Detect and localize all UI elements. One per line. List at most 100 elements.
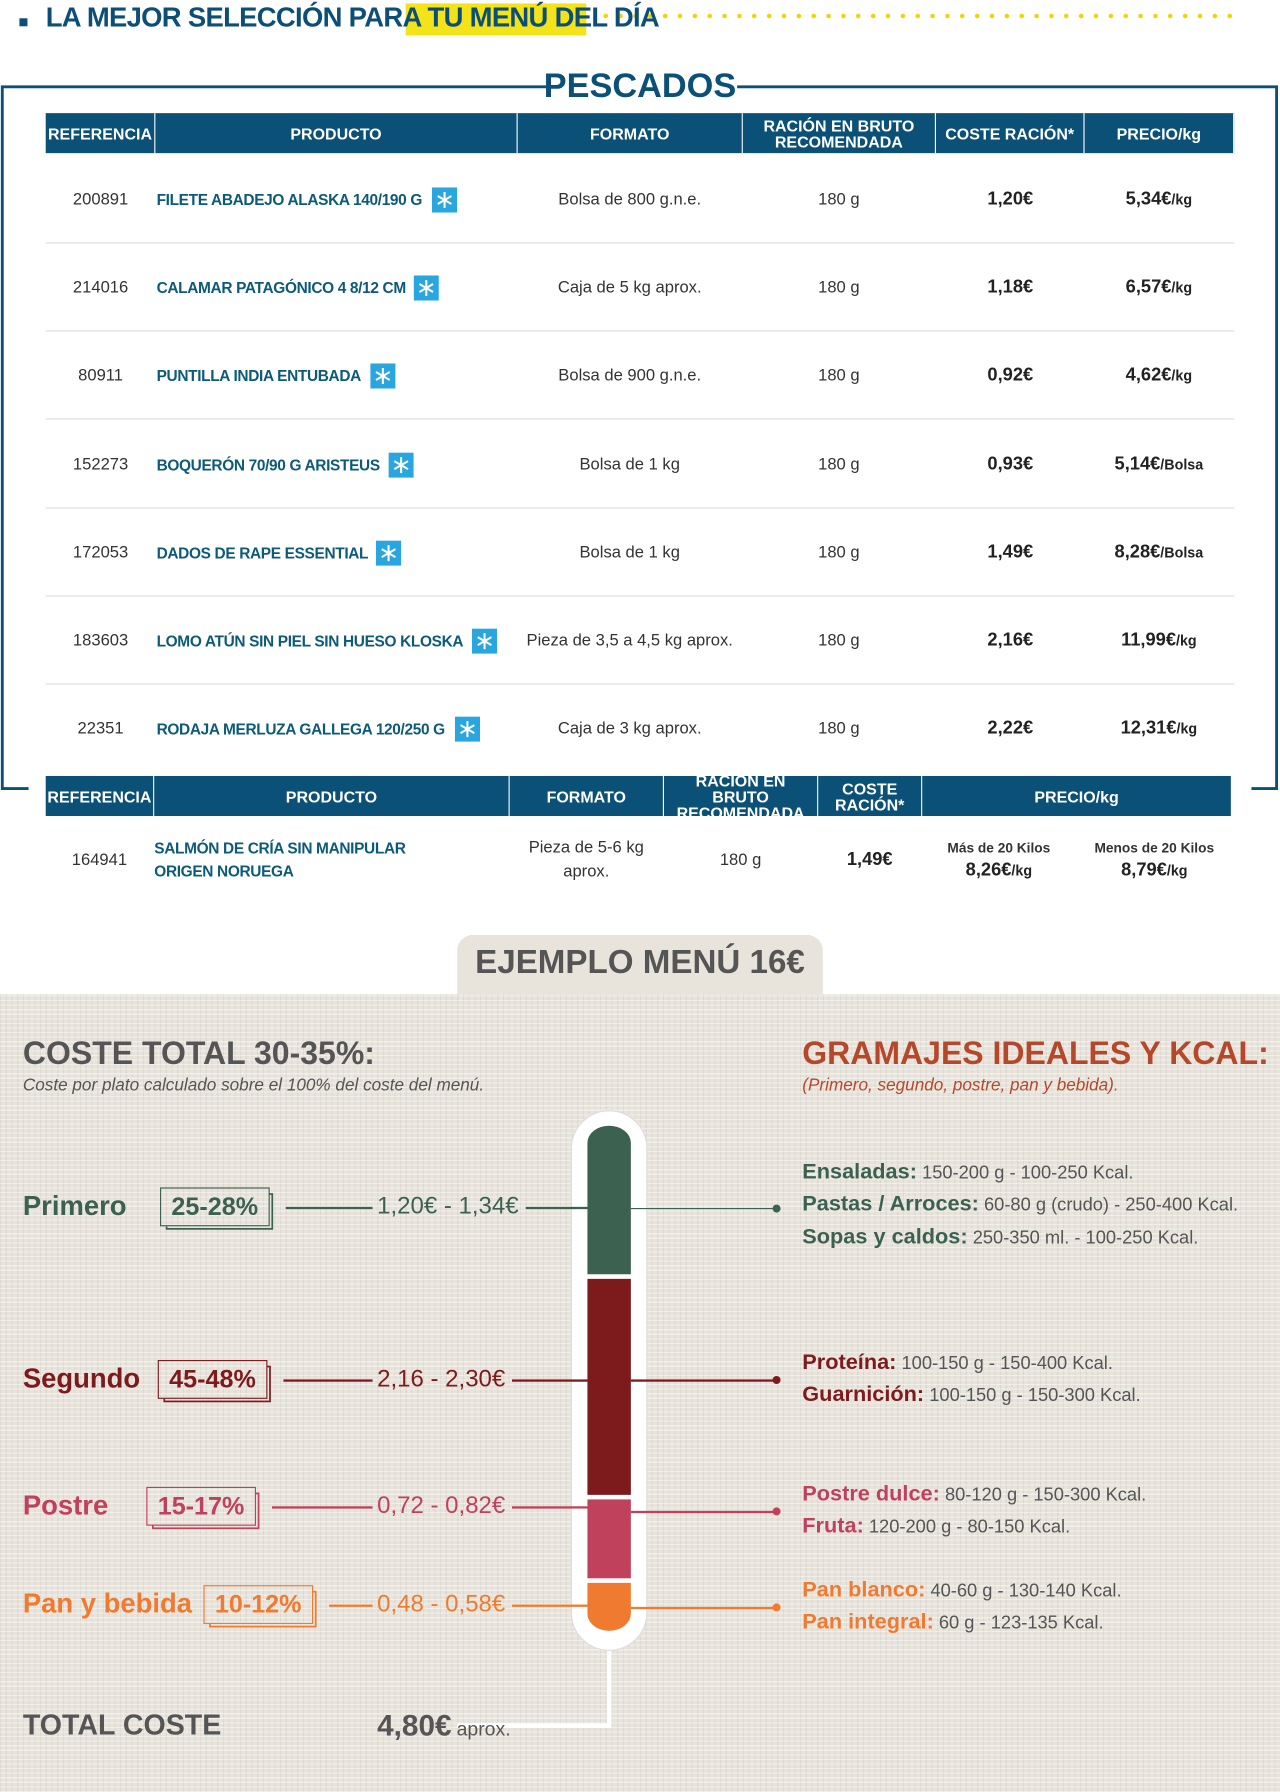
product: FILETE ABADEJO ALASKA 140/190 G bbox=[156, 191, 423, 209]
price-value: 11,99€ bbox=[1121, 630, 1176, 651]
total: 4,80€ aprox. bbox=[377, 1708, 510, 1743]
price-unit: /kg bbox=[1176, 721, 1198, 738]
price-label: Menos de 20 Kilos bbox=[1094, 839, 1215, 856]
header-title: LA MEJOR SELECCIÓN PARA TU MENÚ DEL DÍA bbox=[45, 2, 660, 34]
left-subtitle: Coste por plato calculado sobre el 100% … bbox=[22, 1075, 485, 1095]
frame-border bbox=[0, 85, 1278, 790]
reference: 164941 bbox=[71, 851, 128, 870]
course-range: 0,72 - 0,82€ bbox=[377, 1492, 506, 1519]
course-name: Postre bbox=[22, 1490, 109, 1522]
price: 8,26€/kg bbox=[966, 861, 1032, 882]
course-range: 2,16 - 2,30€ bbox=[377, 1365, 506, 1392]
item-text: 150-200 g - 100-250 Kcal. bbox=[922, 1163, 1134, 1183]
column-header: PRODUCTO bbox=[155, 113, 518, 154]
item-text: 100-150 g - 150-400 Kcal. bbox=[901, 1354, 1113, 1374]
icon-flake bbox=[393, 456, 409, 473]
cost: 1,20€ bbox=[987, 189, 1034, 210]
price: 5,14€/Bolsa bbox=[1115, 454, 1204, 475]
gramaje-item: Ensaladas: 150-200 g - 100-250 Kcal. bbox=[802, 1160, 1133, 1185]
price-unit: /kg bbox=[1175, 633, 1197, 650]
item-label: Pan integral: bbox=[802, 1610, 934, 1635]
item-label: Pastas / Arroces: bbox=[802, 1191, 979, 1216]
gramaje-item: Fruta: 120-200 g - 80-150 Kcal. bbox=[802, 1514, 1070, 1539]
column-header: REFERENCIA bbox=[45, 113, 156, 154]
connector-dot bbox=[772, 1375, 781, 1384]
row-divider bbox=[45, 418, 1235, 420]
right-subtitle: (Primero, segundo, postre, pan y bebida)… bbox=[802, 1075, 1119, 1095]
segment-pan bbox=[587, 1582, 631, 1631]
row-divider bbox=[45, 242, 1235, 244]
price-unit: /Bolsa bbox=[1160, 544, 1204, 561]
item-label: Fruta: bbox=[802, 1514, 864, 1539]
reference: 183603 bbox=[72, 631, 129, 651]
cost: 1,49€ bbox=[846, 850, 893, 870]
course-pct: 45-48% bbox=[157, 1359, 268, 1399]
gramaje-item: Proteína: 100-150 g - 150-400 Kcal. bbox=[802, 1351, 1113, 1376]
connector-dot bbox=[772, 1507, 781, 1516]
price-value: 8,26€ bbox=[965, 860, 1012, 880]
format: Bolsa de 1 kg bbox=[579, 455, 680, 474]
segment-primero bbox=[587, 1125, 631, 1275]
connector bbox=[630, 1606, 776, 1609]
menu-tab bbox=[457, 934, 823, 995]
item-text: 120-200 g - 80-150 Kcal. bbox=[868, 1517, 1071, 1538]
product: LOMO ATÚN SIN PIEL SIN HUESO KLOSKA bbox=[156, 632, 464, 650]
gramaje-item: Sopas y caldos: 250-350 ml. - 100-250 Kc… bbox=[802, 1225, 1198, 1250]
product: BOQUERÓN 70/90 G ARISTEUS bbox=[156, 456, 381, 474]
connector bbox=[512, 1604, 610, 1607]
segment-segundo bbox=[587, 1278, 631, 1495]
course-name: Pan y bebida bbox=[22, 1588, 193, 1620]
price: 4,62€/kg bbox=[1126, 366, 1192, 387]
item-text: 100-150 g - 150-300 Kcal. bbox=[929, 1386, 1141, 1406]
connector bbox=[328, 1604, 373, 1607]
row-divider bbox=[45, 506, 1235, 509]
connector bbox=[630, 1510, 776, 1513]
reference: 152273 bbox=[72, 455, 129, 474]
item-text: 80-120 g - 150-300 Kcal. bbox=[944, 1485, 1147, 1506]
cost: 0,93€ bbox=[987, 454, 1034, 474]
stem bbox=[457, 1645, 612, 1728]
frozen-icon bbox=[471, 628, 498, 654]
gramaje-item: Pan integral: 60 g - 123-135 Kcal. bbox=[802, 1610, 1103, 1635]
column-header: PRECIO/kg bbox=[922, 775, 1232, 816]
row-divider bbox=[45, 330, 1235, 332]
column-header: COSTE RACIÓN* bbox=[935, 113, 1085, 154]
item-text: 60-80 g (crudo) - 250-400 Kcal. bbox=[983, 1195, 1239, 1215]
item-text: 250-350 ml. - 100-250 Kcal. bbox=[972, 1228, 1199, 1248]
icon-flake bbox=[419, 280, 434, 297]
segment-postre bbox=[587, 1499, 631, 1579]
column-header: REFERENCIA bbox=[45, 775, 155, 816]
price: 5,34€/kg bbox=[1126, 190, 1192, 211]
row-divider bbox=[45, 595, 1235, 597]
price-value: 12,31€ bbox=[1120, 719, 1177, 739]
course-pct: 15-17% bbox=[146, 1486, 256, 1526]
ration: 180 g bbox=[818, 455, 860, 474]
item-label: Guarnición: bbox=[802, 1382, 925, 1407]
column-header: FORMATO bbox=[509, 775, 664, 816]
gramaje-item: Pan blanco: 40-60 g - 130-140 Kcal. bbox=[802, 1578, 1121, 1603]
frame bbox=[0, 13, 1278, 790]
gramaje-item: Guarnición: 100-150 g - 150-300 Kcal. bbox=[802, 1383, 1140, 1408]
price-label: Más de 20 Kilos bbox=[947, 839, 1051, 856]
icon-flake bbox=[381, 544, 397, 561]
course-range: 1,20€ - 1,34€ bbox=[377, 1193, 519, 1220]
column-header: COSTE RACIÓN* bbox=[818, 775, 923, 816]
connector bbox=[630, 1379, 776, 1382]
cost: 2,16€ bbox=[987, 630, 1034, 651]
connector bbox=[283, 1379, 373, 1382]
icon-flake bbox=[375, 368, 391, 385]
price-unit: /kg bbox=[1011, 862, 1033, 879]
connector bbox=[630, 1207, 776, 1210]
left-title: COSTE TOTAL 30-35%: bbox=[22, 1035, 375, 1071]
column-header: PRECIO/kg bbox=[1084, 113, 1235, 154]
ration: 180 g bbox=[818, 720, 860, 739]
column-header: RACIÓN EN BRUTO RECOMENDADA bbox=[742, 113, 936, 154]
icon-flake bbox=[436, 191, 452, 208]
format: Caja de 3 kg aprox. bbox=[557, 720, 702, 739]
product: CALAMAR PATAGÓNICO 4 8/12 CM bbox=[156, 279, 407, 297]
ration: 180 g bbox=[818, 543, 860, 563]
reference: 200891 bbox=[72, 190, 129, 210]
ration: 180 g bbox=[818, 190, 860, 210]
frozen-icon bbox=[454, 716, 480, 742]
course-pct: 10-12% bbox=[203, 1585, 313, 1624]
